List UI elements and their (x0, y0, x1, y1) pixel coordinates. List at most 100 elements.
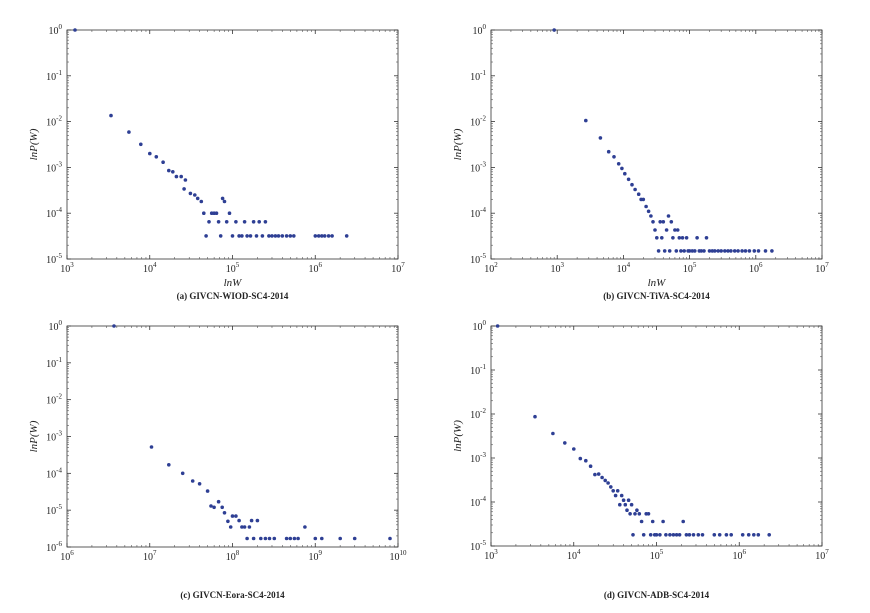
data-point (704, 236, 709, 240)
data-point (655, 236, 659, 240)
y-tick-label: 10-2 (46, 393, 62, 407)
y-tick-label: 10-3 (470, 451, 486, 465)
data-point (700, 533, 705, 537)
data-point (732, 249, 737, 253)
data-point (127, 130, 131, 134)
data-point (330, 234, 334, 238)
data-point (222, 511, 227, 515)
data-point (255, 518, 260, 523)
data-point (212, 505, 216, 510)
x-tick-label: 106 (749, 261, 763, 275)
data-point (230, 234, 235, 238)
data-point (260, 234, 265, 238)
data-point (242, 220, 247, 224)
data-point (633, 187, 637, 192)
x-tick-label: 103 (484, 548, 498, 562)
x-tick-label: 103 (60, 261, 74, 275)
data-point (770, 249, 774, 253)
data-point (240, 234, 244, 238)
data-point (691, 533, 696, 537)
data-point (222, 199, 227, 204)
data-point (174, 174, 179, 179)
data-point (588, 464, 593, 468)
y-tick-label: 10-5 (46, 503, 62, 517)
data-point (272, 536, 277, 541)
x-tick-label: 107 (391, 261, 405, 275)
x-tick-label: 106 (60, 549, 74, 563)
data-point (611, 489, 615, 493)
data-point (626, 177, 631, 182)
data-point (606, 149, 611, 154)
data-point (207, 220, 211, 224)
data-point (292, 234, 296, 238)
data-point (615, 489, 620, 493)
data-point (216, 220, 221, 224)
data-point (183, 178, 188, 182)
data-point (204, 234, 208, 238)
data-point (713, 249, 717, 253)
data-point (188, 191, 193, 196)
data-point (109, 113, 113, 118)
data-point (729, 249, 733, 253)
data-point (180, 471, 185, 476)
data-point (658, 220, 662, 224)
x-tick-label: 103 (550, 261, 564, 275)
data-point (626, 498, 631, 502)
data-point (763, 249, 768, 253)
y-tick-label: 10-1 (470, 69, 486, 83)
data-point (320, 536, 324, 541)
data-point (671, 533, 676, 537)
data-point (224, 220, 229, 224)
data-point (240, 525, 244, 529)
data-point (572, 447, 576, 451)
y-tick-label: 10-1 (46, 356, 62, 370)
data-point (234, 514, 238, 518)
y-tick-label: 10-3 (470, 160, 486, 174)
panel-d-scatter-plot: 103 104 105 106 10710-510-410-310-210-1100ln… (452, 319, 829, 600)
data-point (247, 525, 252, 529)
x-tick-label: 107 (815, 548, 829, 562)
x-tick-label: 104 (617, 261, 631, 275)
data-point (242, 525, 247, 529)
data-point (699, 249, 704, 253)
data-point (218, 234, 223, 238)
data-point (205, 489, 210, 493)
data-point (388, 536, 392, 541)
y-tick-label: 10-2 (46, 115, 62, 129)
data-point (193, 193, 197, 197)
data-point (654, 533, 659, 537)
data-point (619, 493, 624, 498)
data-point (674, 249, 679, 253)
data-point (662, 249, 667, 253)
data-point (273, 234, 278, 238)
data-point (267, 536, 272, 541)
data-point (161, 160, 165, 164)
plot-frame (490, 325, 823, 547)
data-point (681, 519, 685, 524)
x-tick-label: 104 (143, 261, 157, 275)
data-point (257, 220, 262, 224)
data-point (636, 192, 641, 196)
y-tick-label: 10-3 (46, 430, 62, 444)
data-point (756, 249, 761, 253)
y-axis-label: lnP(W) (452, 128, 464, 160)
data-point (743, 249, 748, 253)
data-point (690, 249, 695, 253)
y-tick-label: 10-4 (46, 466, 62, 480)
data-point (660, 236, 664, 240)
data-point (682, 249, 686, 253)
data-point (593, 472, 597, 477)
data-point (740, 249, 744, 253)
data-point (633, 512, 637, 516)
data-point (653, 228, 657, 232)
data-point (671, 236, 675, 240)
data-point (167, 168, 171, 173)
panel-c-scatter-plot: 106 107 108 109 101010-610-510-410-310-210-1… (28, 319, 407, 600)
data-point (179, 174, 183, 179)
data-point (666, 214, 671, 218)
data-point (723, 249, 727, 253)
data-point (648, 533, 653, 537)
data-point (584, 458, 588, 463)
data-point (270, 234, 274, 238)
